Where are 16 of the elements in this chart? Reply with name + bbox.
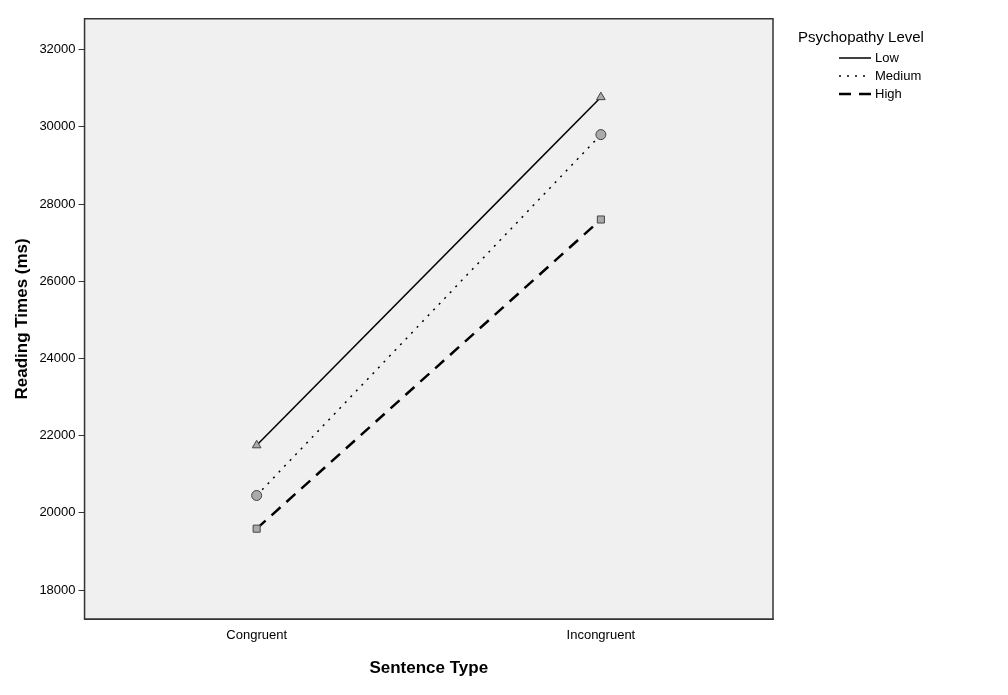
y-tick-label: 18000 xyxy=(39,581,76,597)
y-tick-label: 32000 xyxy=(39,41,76,57)
y-tick-label: 22000 xyxy=(39,427,76,443)
y-tick-label: 30000 xyxy=(39,118,76,134)
y-tick-label: 28000 xyxy=(39,195,76,211)
legend-label: Low xyxy=(875,49,899,67)
y-tick-label: 24000 xyxy=(39,350,76,366)
y-axis-title: Reading Times (ms) xyxy=(11,238,31,400)
legend-label: High xyxy=(875,85,902,103)
y-tick-label: 20000 xyxy=(39,504,76,520)
x-tick-label: Congruent xyxy=(226,627,288,643)
x-axis-title: Sentence Type xyxy=(369,658,489,678)
x-tick-label: Incongruent xyxy=(566,627,636,643)
legend-label: Medium xyxy=(875,67,922,85)
y-tick-label: 26000 xyxy=(39,272,76,288)
legend-title: Psychopathy Level xyxy=(798,28,924,45)
